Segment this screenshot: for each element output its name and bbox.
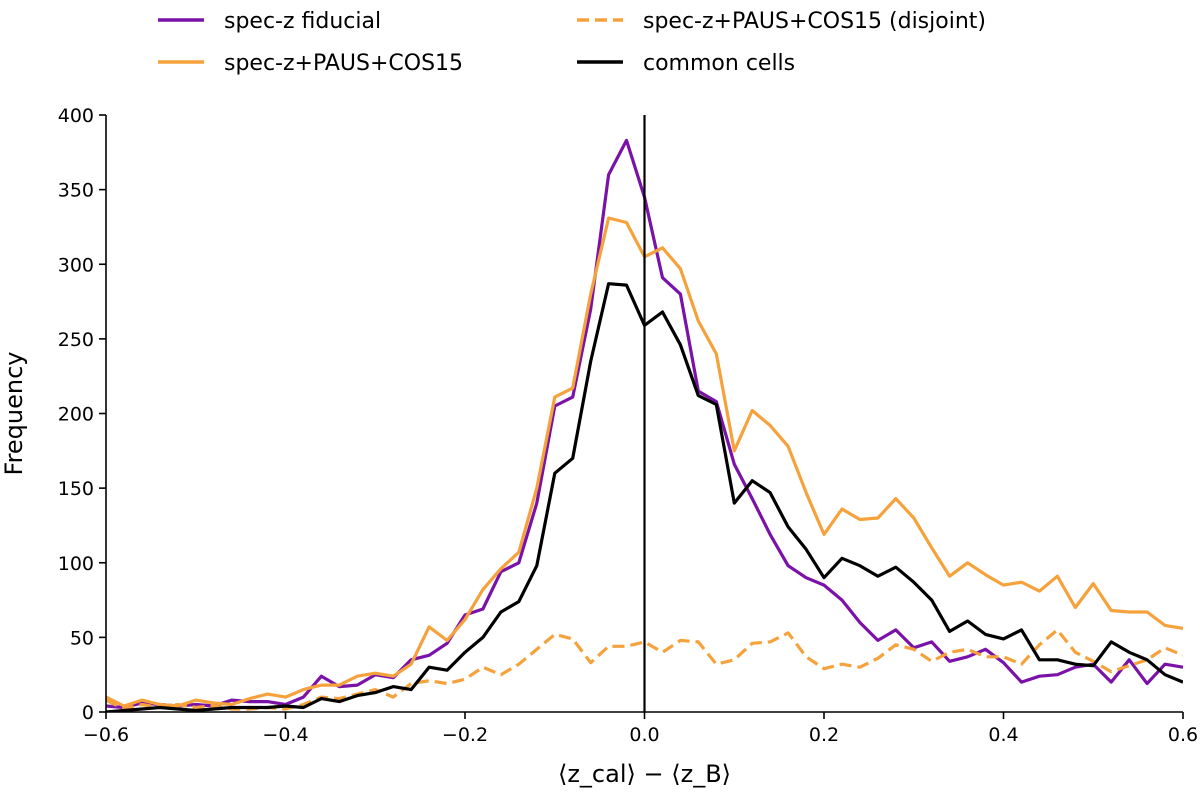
x-tick-label: 0.0 [629, 724, 659, 746]
y-tick-label: 350 [58, 180, 94, 202]
y-tick-label: 250 [58, 329, 94, 351]
y-tick-label: 150 [58, 478, 94, 500]
y-tick-label: 400 [58, 105, 94, 127]
x-ticks: −0.6 −0.4 −0.2 0.0 0.2 0.4 0.6 [83, 712, 1198, 746]
y-tick-label: 0 [82, 702, 94, 724]
x-tick-label: 0.4 [988, 724, 1018, 746]
y-tick-label: 200 [58, 404, 94, 426]
x-tick-label: −0.2 [442, 724, 488, 746]
x-tick-label: −0.6 [83, 724, 129, 746]
x-tick-label: −0.4 [262, 724, 308, 746]
y-tick-label: 300 [58, 254, 94, 276]
legend: spec-z fiducial spec-z+PAUS+COS15 spec-z+P… [158, 9, 986, 76]
legend-label-spec-z-paus-cos15-disjoint: spec-z+PAUS+COS15 (disjoint) [643, 9, 986, 34]
y-tick-label: 50 [70, 627, 94, 649]
x-tick-label: 0.6 [1168, 724, 1198, 746]
x-tick-label: 0.2 [809, 724, 839, 746]
x-axis-label: ⟨z_cal⟩ − ⟨z_B⟩ [558, 760, 731, 788]
y-ticks: 0 50 100 150 200 250 300 350 400 [58, 105, 106, 724]
legend-label-spec-z-paus-cos15: spec-z+PAUS+COS15 [224, 51, 463, 76]
legend-label-common-cells: common cells [643, 51, 795, 76]
legend-label-spec-z-fiducial: spec-z fiducial [224, 9, 381, 34]
y-tick-label: 100 [58, 553, 94, 575]
series-line-spec-z-paus-cos15-disjoint [106, 628, 1183, 711]
y-axis-label: Frequency [0, 352, 28, 476]
